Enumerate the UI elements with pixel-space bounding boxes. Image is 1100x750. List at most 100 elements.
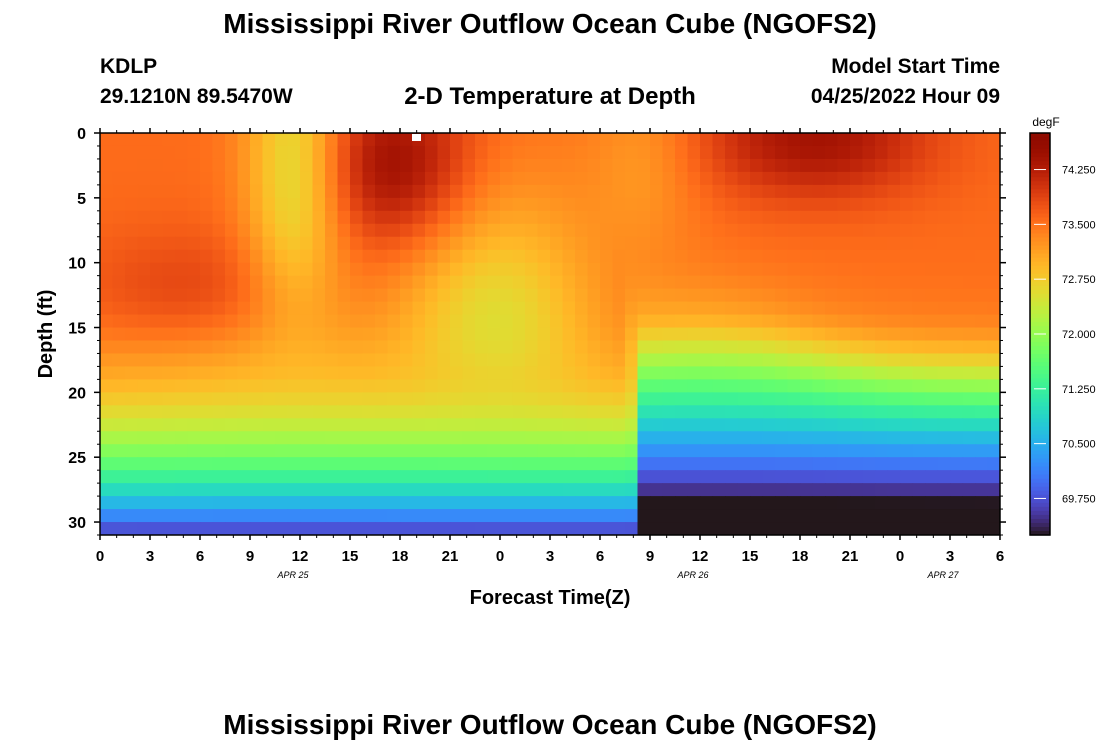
heatmap-cell	[487, 288, 501, 303]
heatmap-cell	[112, 145, 126, 160]
heatmap-cell	[175, 288, 189, 303]
heatmap-cell	[750, 210, 764, 225]
heatmap-cell	[537, 210, 551, 225]
colorbar-swatch	[1030, 189, 1050, 194]
heatmap-cell	[112, 223, 126, 238]
heatmap-cell	[700, 353, 714, 368]
heatmap-cell	[262, 145, 276, 160]
heatmap-cell	[212, 444, 226, 458]
heatmap-cell	[787, 249, 801, 264]
heatmap-cell	[662, 457, 676, 471]
heatmap-cell	[887, 340, 901, 355]
heatmap-cell	[925, 457, 939, 471]
heatmap-cell	[625, 444, 639, 458]
heatmap-cell	[862, 522, 876, 535]
heatmap-cell	[737, 418, 751, 432]
heatmap-cell	[437, 392, 451, 406]
heatmap-cell	[775, 184, 789, 199]
heatmap-cell	[337, 171, 351, 186]
heatmap-cell	[325, 288, 339, 303]
heatmap-cell	[687, 457, 701, 471]
heatmap-cell	[912, 223, 926, 238]
heatmap-cell	[275, 470, 289, 484]
heatmap-cell	[275, 405, 289, 419]
heatmap-cell	[287, 457, 301, 471]
heatmap-cell	[300, 327, 314, 342]
heatmap-cell	[262, 405, 276, 419]
heatmap-cell	[737, 171, 751, 186]
heatmap-cell	[725, 288, 739, 303]
heatmap-cell	[937, 457, 951, 471]
heatmap-cell	[337, 275, 351, 290]
heatmap-cell	[175, 171, 189, 186]
heatmap-cell	[287, 314, 301, 329]
heatmap-cell	[600, 353, 614, 368]
heatmap-cell	[187, 197, 201, 212]
heatmap-cell	[525, 496, 539, 510]
colorbar-swatch	[1030, 305, 1050, 311]
heatmap-cell	[800, 210, 814, 225]
heatmap-cell	[150, 301, 164, 316]
heatmap-cell	[587, 275, 601, 290]
heatmap-cell	[562, 353, 576, 368]
heatmap-cell	[625, 431, 639, 445]
heatmap-cell	[325, 133, 339, 147]
heatmap-cell	[287, 171, 301, 186]
colorbar-swatch	[1030, 358, 1050, 363]
heatmap-cell	[125, 249, 139, 264]
heatmap-cell	[275, 145, 289, 160]
heatmap-cell	[400, 210, 414, 225]
heatmap-cell	[650, 327, 664, 342]
heatmap-cell	[662, 236, 676, 251]
heatmap-cell	[112, 158, 126, 173]
heatmap-cell	[587, 145, 601, 160]
heatmap-cell	[187, 145, 201, 160]
heatmap-cell	[950, 301, 964, 316]
heatmap-cell	[812, 327, 826, 342]
heatmap-cell	[187, 223, 201, 238]
heatmap-cell	[412, 366, 426, 380]
colorbar-swatch	[1030, 466, 1050, 472]
heatmap-cell	[862, 496, 876, 510]
heatmap-cell	[962, 210, 976, 225]
heatmap-cell	[325, 327, 339, 342]
heatmap-cell	[725, 301, 739, 316]
colorbar-swatch	[1030, 434, 1050, 440]
heatmap-cell	[237, 262, 251, 277]
heatmap-cell	[275, 366, 289, 380]
heatmap-cell	[112, 236, 126, 251]
heatmap-cell	[212, 249, 226, 264]
heatmap-cell	[425, 197, 439, 212]
heatmap-cell	[525, 184, 539, 199]
heatmap-cell	[712, 210, 726, 225]
heatmap-cell	[337, 496, 351, 510]
heatmap-cell	[700, 457, 714, 471]
heatmap-cell	[175, 301, 189, 316]
heatmap-cell	[962, 522, 976, 535]
heatmap-cell	[525, 133, 539, 147]
heatmap-cell	[162, 509, 176, 523]
heatmap-cell	[350, 223, 364, 238]
heatmap-cell	[837, 210, 851, 225]
heatmap-cell	[162, 171, 176, 186]
heatmap-cell	[575, 145, 589, 160]
heatmap-cell	[175, 418, 189, 432]
colorbar-swatch	[1030, 293, 1050, 299]
heatmap-cell	[237, 340, 251, 355]
heatmap-cell	[700, 145, 714, 160]
heatmap-cell	[825, 457, 839, 471]
heatmap-cell	[287, 288, 301, 303]
heatmap-cell	[587, 444, 601, 458]
heatmap-cell	[525, 366, 539, 380]
heatmap-cell	[937, 236, 951, 251]
heatmap-cell	[825, 431, 839, 445]
heatmap-cell	[137, 145, 151, 160]
heatmap-cell	[287, 496, 301, 510]
heatmap-cell	[712, 392, 726, 406]
heatmap-cell	[450, 145, 464, 160]
heatmap-cell	[262, 470, 276, 484]
colorbar	[1030, 133, 1050, 536]
heatmap-cell	[937, 379, 951, 393]
heatmap-cell	[387, 405, 401, 419]
heatmap-cell	[162, 457, 176, 471]
